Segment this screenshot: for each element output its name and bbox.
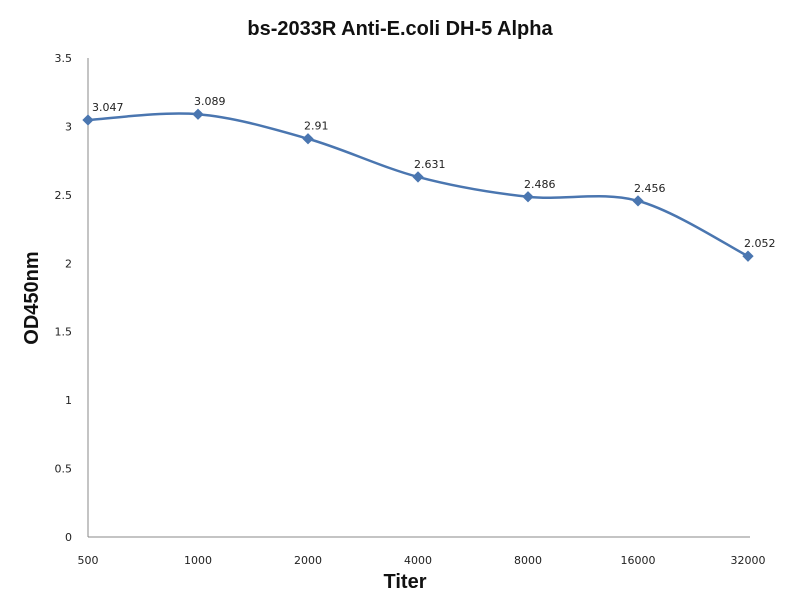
data-label: 2.456: [634, 182, 666, 195]
y-tick-label: 3: [65, 120, 72, 133]
data-label: 2.91: [304, 120, 329, 133]
data-label: 2.631: [414, 158, 446, 171]
y-tick-label: 1: [65, 394, 72, 407]
y-tick-label: 2: [65, 257, 72, 270]
data-point: [302, 133, 314, 145]
y-axis-label: OD450nm: [21, 251, 43, 344]
x-tick-label: 8000: [514, 554, 542, 567]
x-tick-label: 2000: [294, 554, 322, 567]
data-label: 3.047: [92, 101, 124, 114]
x-tick-label: 500: [78, 554, 99, 567]
y-tick-label: 1.5: [55, 326, 73, 339]
data-point: [412, 171, 424, 183]
data-point: [742, 250, 754, 262]
data-point: [192, 108, 204, 120]
x-tick-label: 4000: [404, 554, 432, 567]
data-point: [82, 114, 94, 126]
x-tick-label: 32000: [731, 554, 766, 567]
y-tick-label: 0.5: [55, 463, 73, 476]
y-tick-label: 0: [65, 531, 72, 544]
x-tick-label: 1000: [184, 554, 212, 567]
data-label: 3.089: [194, 95, 226, 108]
x-axis-label: Titer: [384, 571, 427, 593]
data-label: 2.052: [744, 237, 776, 250]
y-tick-label: 2.5: [55, 189, 73, 202]
data-point: [632, 195, 644, 207]
x-tick-label: 16000: [621, 554, 656, 567]
data-point: [522, 191, 534, 203]
y-tick-label: 3.5: [55, 52, 73, 65]
data-label: 2.486: [524, 178, 556, 191]
chart-title: bs-2033R Anti-E.coli DH-5 Alpha: [247, 18, 553, 40]
